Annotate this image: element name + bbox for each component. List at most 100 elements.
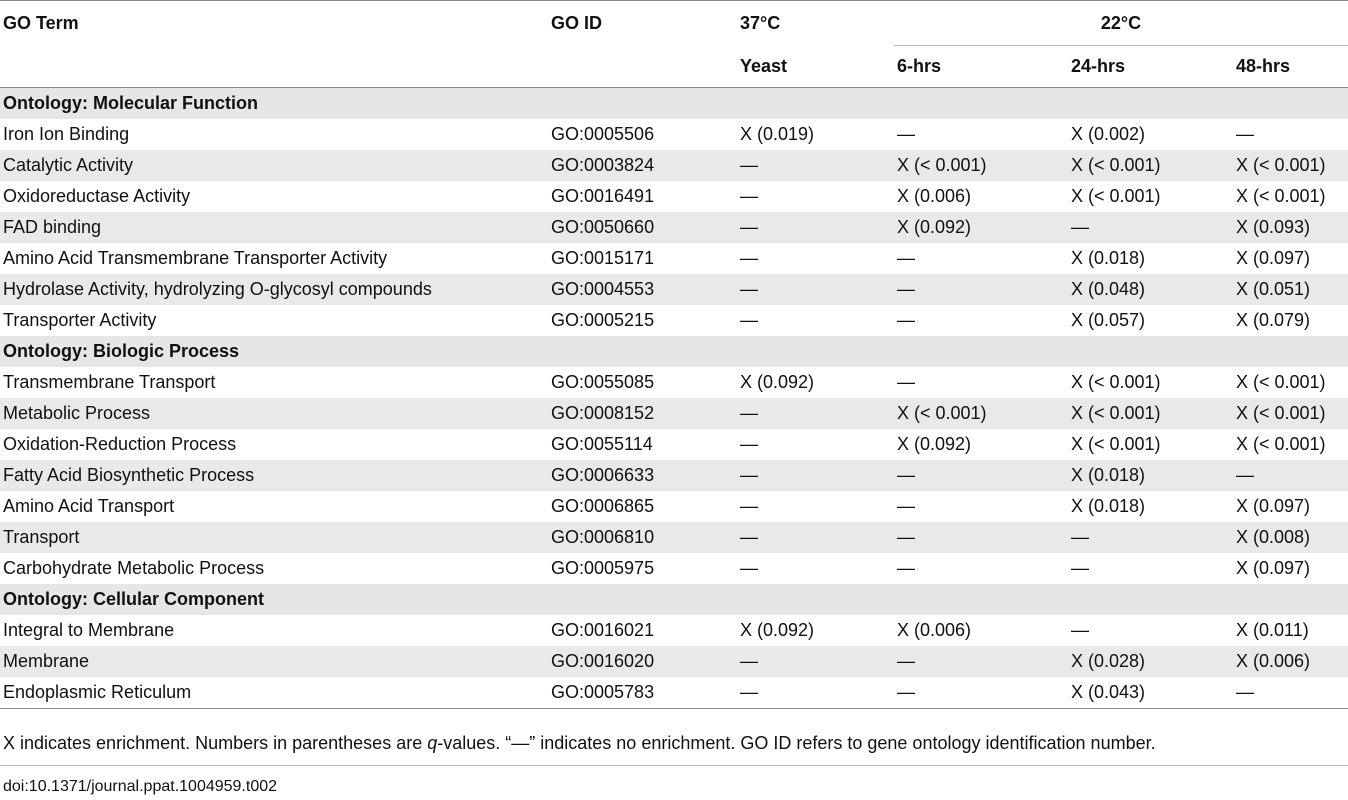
cell-yeast: — — [737, 398, 894, 429]
table-body: Ontology: Molecular Function Iron Ion Bin… — [0, 87, 1348, 709]
table-row: Membrane GO:0016020— — X (0.028) X (0.006) — [0, 646, 1348, 677]
header-6hrs: 6-hrs — [894, 45, 1068, 88]
cell-yeast: — — [737, 522, 894, 553]
cell-go-term: Amino Acid Transport — [3, 496, 175, 516]
table-row: Oxidation-Reduction Process GO:0055114 — X … — [0, 429, 1348, 460]
section-title: Ontology: Biologic Process — [0, 336, 1348, 367]
header-row-sub: Yeast 6-hrs 24-hrs 48-hrs — [0, 45, 1348, 88]
cell-24hrs: X (0.002) — [1071, 124, 1146, 144]
cell-6hrs: — — [894, 274, 1068, 305]
cell-go-term: Transmembrane Transport — [3, 372, 216, 392]
cell-48hrs: — — [1236, 124, 1254, 144]
cell-go-id: GO:0016021 — [551, 620, 655, 640]
cell-48hrs: X (< 0.001) — [1233, 398, 1348, 429]
header-24hrs: 24-hrs — [1068, 45, 1233, 88]
table-row: Oxidoreductase Activity GO:0016491 — X (0.0… — [0, 181, 1348, 212]
section-title: Ontology: Molecular Function — [0, 87, 1348, 119]
header-blank-id — [548, 45, 737, 88]
cell-go-id: GO:0016491 — [551, 186, 655, 206]
cell-go-term: Catalytic Activity — [0, 150, 548, 181]
cell-go-id: GO:0008152 — [548, 398, 737, 429]
cell-go-id: GO:0005975 — [551, 558, 655, 578]
cell-go-term: Transport — [0, 522, 548, 553]
table-row: Hydrolase Activity, hydrolyzing O-glycos… — [0, 274, 1348, 305]
footnote-text-1: X indicates enrichment. Numbers in paren… — [3, 733, 428, 753]
cell-go-term: Oxidation-Reduction Process — [3, 434, 237, 454]
table-row: Catalytic Activity GO:0003824— X (< 0.001)… — [0, 150, 1348, 181]
cell-yeast: X (0.019) — [740, 124, 815, 144]
cell-48hrs: X (< 0.001) — [1236, 372, 1326, 392]
table-header: GO Term GO ID 37°C 22°C Yeast 6-hrs 24-h… — [0, 0, 1348, 88]
cell-6hrs: — — [894, 522, 1068, 553]
cell-24hrs: X (< 0.001) — [1068, 398, 1233, 429]
cell-yeast: — — [740, 496, 758, 516]
footnote-text-2: -values. “—” indicates no enrichment. GO… — [437, 733, 1156, 753]
cell-go-term: FAD binding — [0, 212, 548, 243]
table-row: Fatty Acid Biosynthetic Process GO:000663… — [0, 460, 1348, 491]
header-go-term: GO Term — [0, 0, 548, 46]
cell-yeast: — — [737, 274, 894, 305]
cell-24hrs: X (0.057) — [1071, 310, 1146, 330]
cell-go-term: Fatty Acid Biosynthetic Process — [0, 460, 548, 491]
header-22c: 22°C — [894, 0, 1348, 46]
cell-24hrs: X (< 0.001) — [1071, 372, 1161, 392]
cell-go-id: GO:0015171 — [551, 248, 655, 268]
cell-yeast: X (0.092) — [740, 372, 815, 392]
cell-go-id: GO:0004553 — [548, 274, 737, 305]
cell-go-term: Amino Acid Transmembrane Transporter Act… — [3, 248, 388, 268]
cell-go-id: GO:0016020 — [548, 646, 737, 677]
cell-yeast: X (0.092) — [740, 620, 815, 640]
table-row: Integral to Membrane GO:0016021 X (0.092) X… — [0, 615, 1348, 646]
header-48hrs: 48-hrs — [1233, 45, 1348, 88]
cell-go-id: GO:0055114 — [551, 434, 653, 454]
cell-go-term: Metabolic Process — [0, 398, 548, 429]
cell-6hrs: X (< 0.001) — [894, 150, 1068, 181]
table-row: Amino Acid Transport GO:0006865 — — X (0.018… — [0, 491, 1348, 522]
cell-go-term: Oxidoreductase Activity — [3, 186, 191, 206]
table-footnote: X indicates enrichment. Numbers in paren… — [3, 733, 1156, 754]
cell-6hrs: X (0.092) — [894, 212, 1068, 243]
section-header-row: Ontology: Molecular Function — [0, 87, 1348, 119]
cell-48hrs: — — [1233, 677, 1348, 709]
header-go-id: GO ID — [548, 0, 737, 46]
header-yeast: Yeast — [737, 45, 894, 88]
cell-go-id: GO:0006633 — [548, 460, 737, 491]
cell-go-id: GO:0003824 — [548, 150, 737, 181]
cell-24hrs: — — [1068, 212, 1233, 243]
cell-6hrs: X (0.006) — [897, 186, 972, 206]
cell-yeast: — — [737, 677, 894, 709]
table-row: FAD binding GO:0050660— X (0.092) — X (0.093… — [0, 212, 1348, 243]
cell-go-id: GO:0005506 — [551, 124, 655, 144]
cell-yeast: — — [737, 646, 894, 677]
table-row: Transport GO:0006810— — — X (0.008) — [0, 522, 1348, 553]
table-row: Iron Ion Binding GO:0005506 X (0.019) — X (0… — [0, 119, 1348, 150]
cell-6hrs: — — [897, 310, 915, 330]
cell-yeast: — — [737, 150, 894, 181]
cell-6hrs: X (< 0.001) — [894, 398, 1068, 429]
cell-48hrs: X (< 0.001) — [1236, 434, 1326, 454]
cell-48hrs: X (0.097) — [1236, 496, 1311, 516]
section-title: Ontology: Cellular Component — [0, 584, 1348, 615]
table-row: Endoplasmic Reticulum GO:0005783— — X (0.04… — [0, 677, 1348, 709]
cell-6hrs: — — [897, 558, 915, 578]
table-row: Metabolic Process GO:0008152— X (< 0.001) X… — [0, 398, 1348, 429]
cell-6hrs: — — [894, 460, 1068, 491]
cell-24hrs: X (0.018) — [1071, 496, 1146, 516]
footnote-q: q — [427, 733, 438, 753]
cell-6hrs: — — [897, 124, 915, 144]
table-row: Carbohydrate Metabolic Process GO:0005975… — [0, 553, 1348, 584]
cell-yeast: — — [737, 212, 894, 243]
cell-go-term: Iron Ion Binding — [3, 124, 130, 144]
header-blank-term — [0, 45, 548, 88]
cell-6hrs: — — [897, 496, 915, 516]
cell-48hrs: X (0.097) — [1236, 558, 1311, 578]
cell-24hrs: X (< 0.001) — [1071, 186, 1161, 206]
cell-24hrs: X (0.043) — [1068, 677, 1233, 709]
section-header-row: Ontology: Biologic Process — [0, 336, 1348, 367]
cell-24hrs: X (0.018) — [1071, 248, 1146, 268]
footnote-divider — [0, 765, 1348, 766]
cell-48hrs: X (0.051) — [1233, 274, 1348, 305]
cell-go-term: Integral to Membrane — [3, 620, 175, 640]
cell-go-term: Endoplasmic Reticulum — [0, 677, 548, 709]
